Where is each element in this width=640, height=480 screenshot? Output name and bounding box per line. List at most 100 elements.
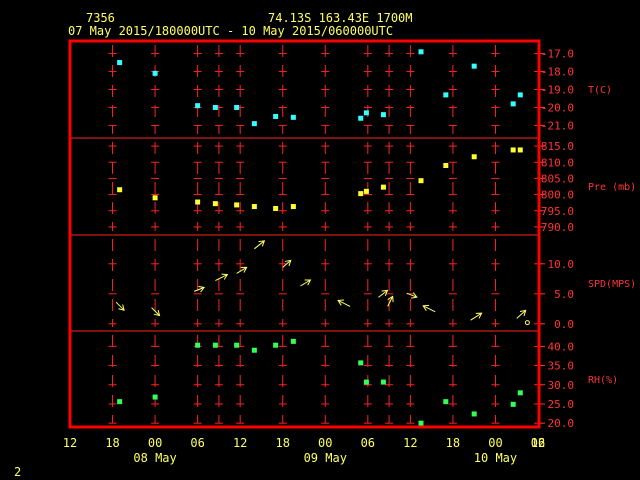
panel-label-wind: SPD(MPS) xyxy=(588,279,636,290)
axis-layer: -17.0 -18.0 -19.0 -20.0 -21.0 T(C) 815.0 810.0 8… xyxy=(63,48,636,465)
y-tick-label: -19.0 xyxy=(541,84,574,97)
x-tick-label: 12 xyxy=(531,436,545,450)
humidity-point xyxy=(273,342,279,348)
wind-arrow xyxy=(337,299,351,307)
pressure-point xyxy=(234,202,240,208)
temperature-point xyxy=(117,60,123,66)
temperature-point xyxy=(358,115,364,121)
humidity-point xyxy=(517,390,523,396)
x-tick-label: 00 xyxy=(488,436,502,450)
y-tick-label: 0.0 xyxy=(554,318,574,331)
y-tick-label: -17.0 xyxy=(541,48,574,61)
y-tick-label: 10.0 xyxy=(548,258,575,271)
temperature-point xyxy=(380,112,386,118)
wind-arrow xyxy=(236,266,247,274)
wind-arrow xyxy=(422,305,436,313)
pressure-point xyxy=(290,204,296,210)
wind-arrow-head xyxy=(284,259,292,267)
pressure-point xyxy=(471,154,477,160)
humidity-point xyxy=(443,399,449,405)
x-tick-label: 18 xyxy=(276,436,290,450)
pressure-point xyxy=(363,188,369,194)
humidity-point xyxy=(358,360,364,366)
x-tick-label: 06 xyxy=(361,436,375,450)
y-tick-label: 810.0 xyxy=(541,156,574,169)
wind-arrow-head xyxy=(198,285,205,293)
wind-arrow-head xyxy=(221,273,229,280)
x-tick-label: 00 xyxy=(318,436,332,450)
pressure-point xyxy=(117,187,123,193)
humidity-point xyxy=(418,420,424,426)
wind-arrow xyxy=(406,292,418,298)
y-tick-label: -18.0 xyxy=(541,66,574,79)
wind-arrow xyxy=(193,286,205,292)
humidity-point xyxy=(212,342,218,348)
x-tick-label: 12 xyxy=(233,436,247,450)
pressure-point xyxy=(517,147,523,153)
wind-arrow xyxy=(282,260,292,268)
x-tick-label: 12 xyxy=(403,436,417,450)
plot-frame xyxy=(68,39,541,429)
y-tick-label: 35.0 xyxy=(548,360,575,373)
y-tick-label: 20.0 xyxy=(548,417,575,430)
temperature-point xyxy=(273,113,279,119)
temperature-point xyxy=(517,92,523,98)
y-tick-label: 5.0 xyxy=(554,288,574,301)
wind-arrow xyxy=(470,312,482,321)
wind-arrow-head xyxy=(410,292,418,299)
wind-arrow-head xyxy=(337,299,344,306)
temperature-point xyxy=(212,104,218,110)
pressure-point xyxy=(418,178,424,184)
wind-arrow-head xyxy=(519,309,527,317)
wind-arrow-head xyxy=(381,289,389,297)
wind-arrow-head xyxy=(387,295,394,303)
pressure-point xyxy=(273,205,279,211)
humidity-point xyxy=(251,347,257,353)
temperature-point xyxy=(471,63,477,69)
wind-arrow-head xyxy=(475,312,483,319)
wind-arrow xyxy=(254,240,265,250)
humidity-point xyxy=(471,411,477,417)
x-date-label: 09 May xyxy=(304,451,347,465)
wind-arrow xyxy=(115,301,125,311)
humidity-point xyxy=(152,394,158,400)
temperature-point xyxy=(418,49,424,55)
panel-label-temperature: T(C) xyxy=(588,85,612,96)
wind-arrow-head xyxy=(153,309,161,317)
temperature-point xyxy=(195,103,201,109)
humidity-point xyxy=(380,379,386,385)
temperature-point xyxy=(363,110,369,116)
page-number: 2 xyxy=(14,465,21,479)
x-tick-label: 00 xyxy=(148,436,162,450)
wind-arrow-head xyxy=(258,240,266,247)
time-period: 07 May 2015/180000UTC - 10 May 2015/0600… xyxy=(68,24,393,38)
wind-arrow xyxy=(151,307,160,316)
y-tick-label: 800.0 xyxy=(541,189,574,202)
y-tick-label: 790.0 xyxy=(541,221,574,234)
grid-layer xyxy=(70,45,542,424)
y-tick-label: 805.0 xyxy=(541,172,574,185)
wind-arrow-head xyxy=(304,279,312,286)
station-id: 7356 xyxy=(86,11,115,25)
wind-arrow-head xyxy=(240,266,248,273)
y-tick-label: -21.0 xyxy=(541,119,574,132)
y-tick-label: 25.0 xyxy=(548,398,575,411)
y-tick-label: -20.0 xyxy=(541,101,574,114)
x-tick-label: 06 xyxy=(190,436,204,450)
wind-arrow xyxy=(516,310,527,319)
x-tick-label: 18 xyxy=(446,436,460,450)
pressure-point xyxy=(380,184,386,190)
temperature-point xyxy=(234,104,240,110)
temperature-point xyxy=(251,121,257,127)
pressure-point xyxy=(358,191,364,197)
x-date-label: 08 May xyxy=(133,451,176,465)
marks-layer xyxy=(115,49,530,426)
pressure-point xyxy=(212,201,218,207)
humidity-point xyxy=(510,401,516,407)
temperature-point xyxy=(443,92,449,98)
pressure-point xyxy=(251,204,257,210)
humidity-point xyxy=(363,379,369,385)
wind-arrow xyxy=(300,279,311,287)
